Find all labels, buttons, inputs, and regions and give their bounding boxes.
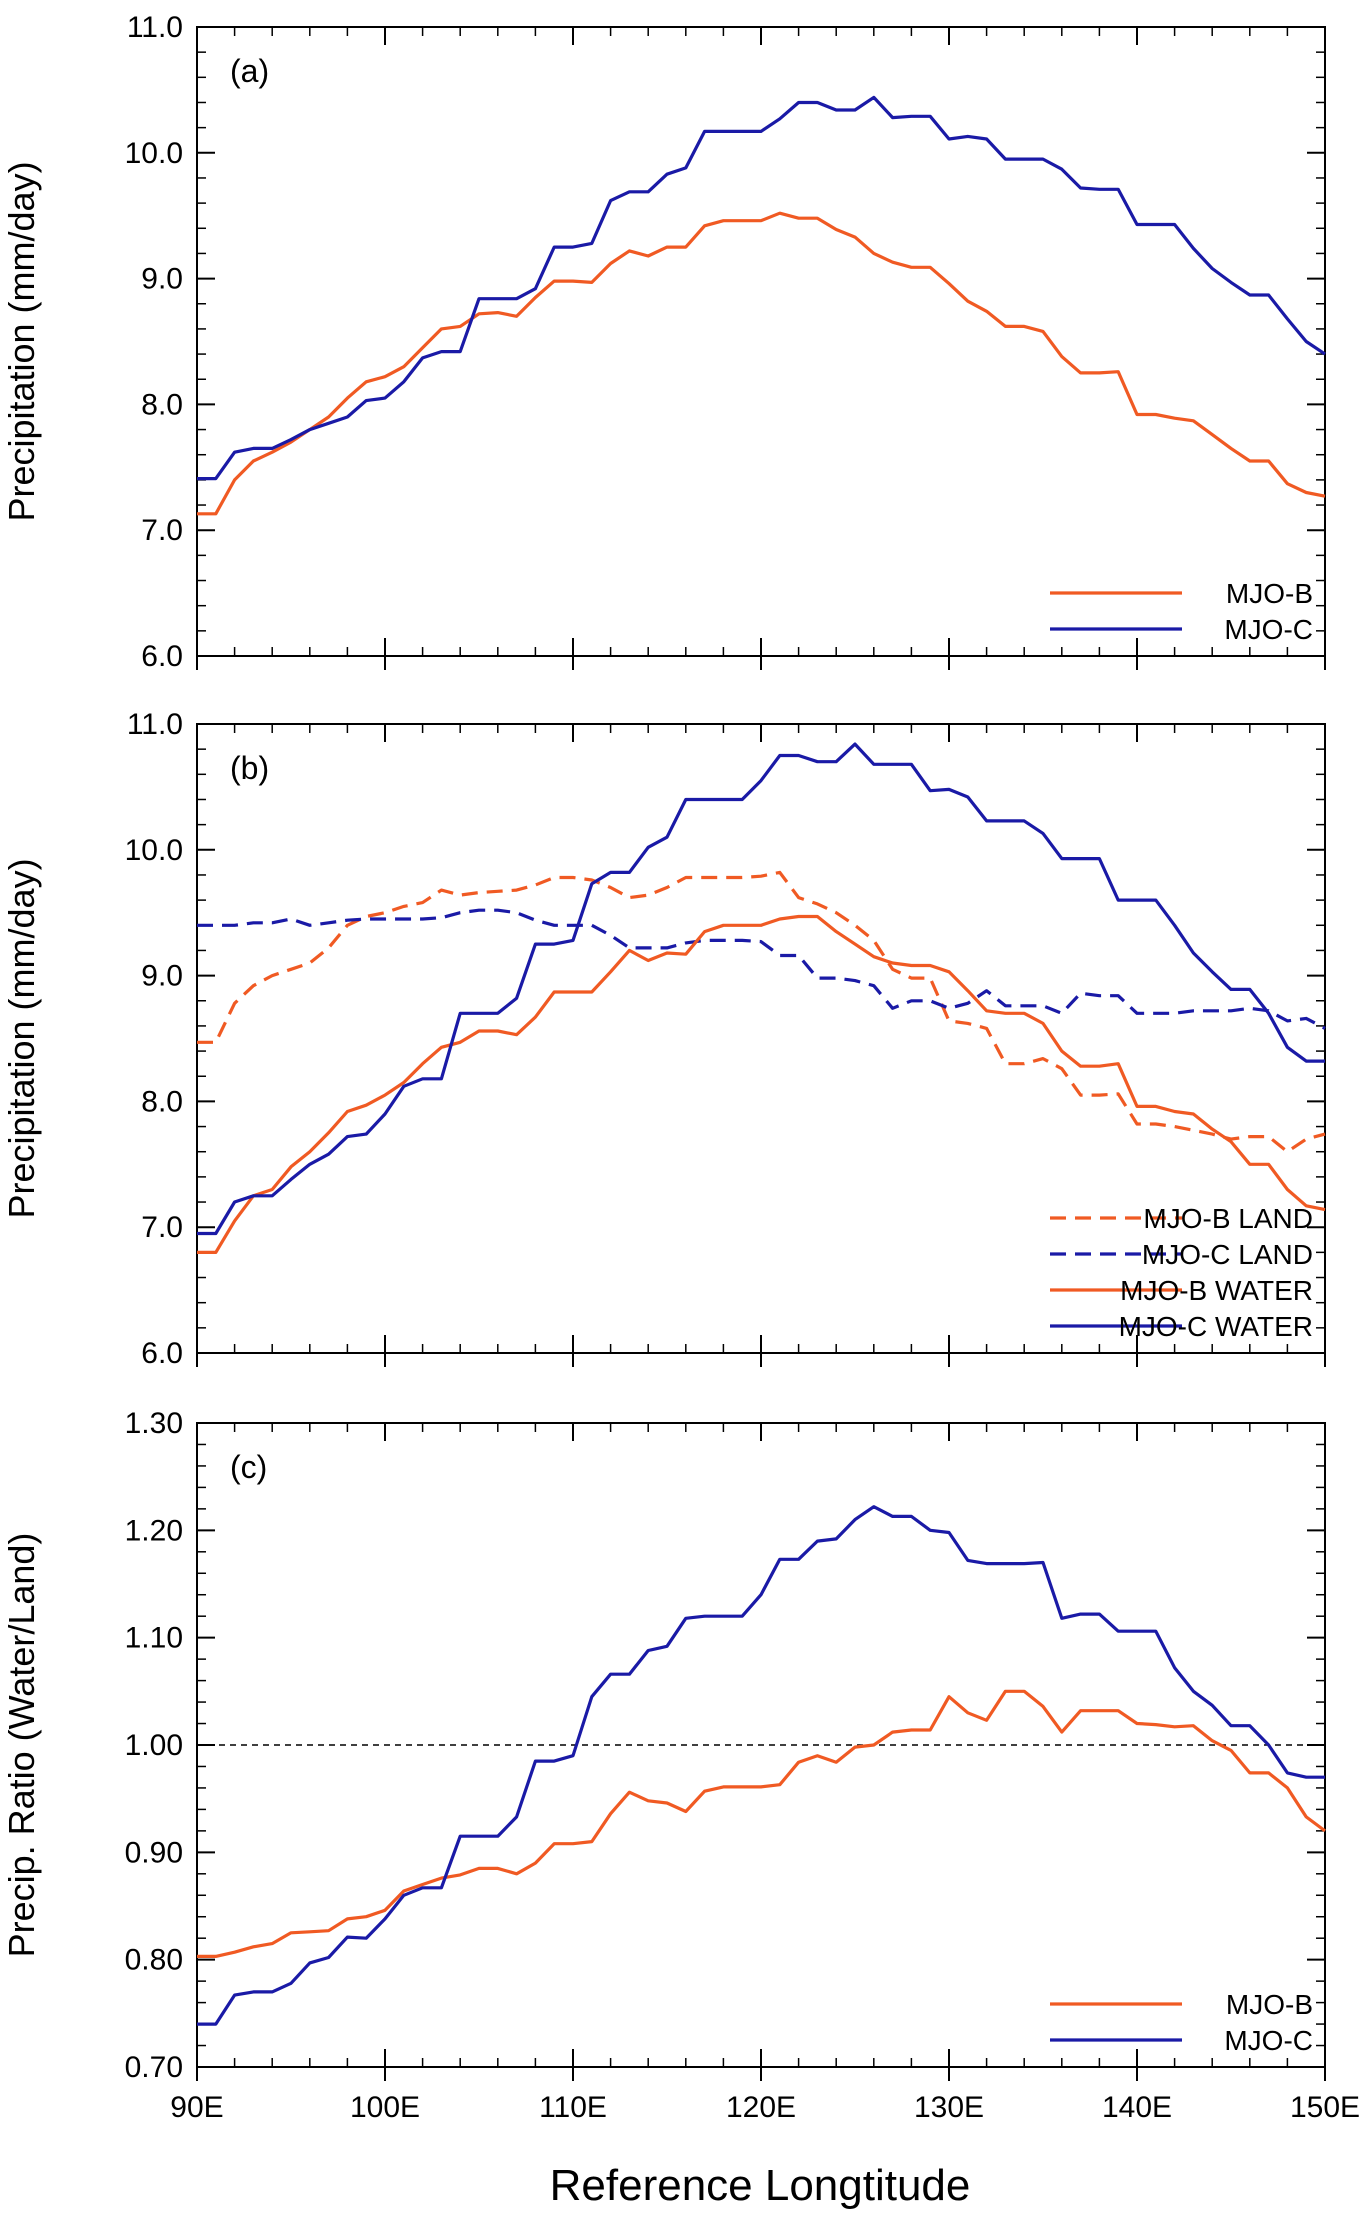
- y-tick-label: 10.0: [125, 137, 183, 170]
- series-line-mjo-b: [197, 1689, 1326, 1959]
- legend-label: MJO-C: [1224, 2025, 1313, 2056]
- series-line-mjo-b: [197, 211, 1326, 516]
- y-tick-label: 1.20: [125, 1514, 183, 1547]
- y-axis-label: Precipitation (mm/day): [1, 858, 42, 1218]
- panel-label: (a): [230, 53, 269, 89]
- y-axis-label: Precipitation (mm/day): [1, 161, 42, 521]
- series-line-mjo-c: [197, 95, 1326, 481]
- y-tick-label: 1.30: [125, 1407, 183, 1440]
- series-line-mjo-b-land: [197, 870, 1326, 1154]
- legend-label: MJO-B: [1226, 1989, 1313, 2020]
- y-tick-label: 8.0: [141, 1085, 183, 1118]
- y-tick-label: 9.0: [141, 960, 183, 993]
- panel-b: 6.0 7.0 8.0 9.0 10.0 11.0 Precipitation (mm/da…: [1, 708, 1326, 1370]
- x-tick-label: 150E: [1290, 2091, 1360, 2124]
- series-line-mjo-c-land: [197, 908, 1326, 1030]
- y-tick-label: 9.0: [141, 263, 183, 296]
- panel-a: 6.0 7.0 8.0 9.0 10.0 11.0 Precipitation (mm/da…: [1, 11, 1326, 673]
- x-tick-label: 110E: [539, 2091, 607, 2124]
- y-tick-label: 11.0: [127, 708, 183, 741]
- y-tick-label: 0.90: [125, 1836, 183, 1869]
- y-tick-label: 8.0: [141, 388, 183, 421]
- x-tick-label: 100E: [350, 2091, 420, 2124]
- y-tick-label: 6.0: [141, 640, 183, 673]
- y-tick-label: 1.00: [125, 1729, 183, 1762]
- x-tick-label: 130E: [914, 2091, 984, 2124]
- panel-label: (b): [230, 750, 269, 786]
- series-line-mjo-b-water: [197, 914, 1326, 1255]
- legend-label: MJO-C WATER: [1119, 1311, 1313, 1342]
- y-axis-label: Precip. Ratio (Water/Land): [1, 1533, 42, 1958]
- y-tick-label: 7.0: [141, 514, 183, 547]
- legend-label: MJO-C: [1224, 614, 1313, 645]
- panel-label: (c): [230, 1449, 267, 1485]
- y-tick-label: 0.80: [125, 1944, 183, 1977]
- y-tick-label: 1.10: [125, 1622, 183, 1655]
- legend-label: MJO-B: [1226, 578, 1313, 609]
- y-tick-label: 10.0: [125, 834, 183, 867]
- series-line-mjo-c-water: [197, 742, 1325, 1236]
- x-tick-label: 90E: [170, 2091, 223, 2124]
- x-tick-label: 140E: [1102, 2091, 1172, 2124]
- legend-label: MJO-B WATER: [1120, 1275, 1313, 1306]
- y-tick-label: 7.0: [141, 1211, 183, 1244]
- x-axis-title: Reference Longtitude: [550, 2161, 971, 2210]
- series-line-mjo-c: [197, 1505, 1325, 2026]
- y-tick-label: 6.0: [141, 1337, 183, 1370]
- plot-frame: [196, 26, 1326, 657]
- legend-label: MJO-C LAND: [1142, 1239, 1313, 1270]
- legend-label: MJO-B LAND: [1143, 1203, 1313, 1234]
- y-tick-label: 0.70: [125, 2051, 183, 2084]
- panel-c: 0.70 0.80 0.90 1.00 1.10 1.20 1.30 90E 100E 110E 1…: [1, 1407, 1360, 2124]
- y-tick-label: 11.0: [127, 11, 183, 44]
- x-tick-label: 120E: [726, 2091, 796, 2124]
